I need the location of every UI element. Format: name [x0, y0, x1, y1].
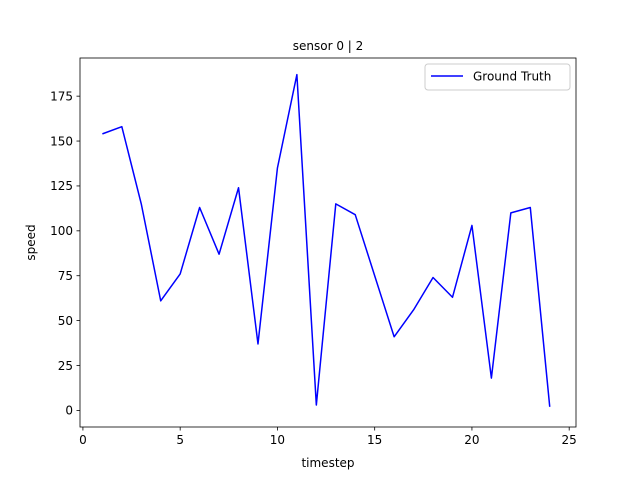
legend-box	[424, 63, 571, 91]
axes-frame	[79, 57, 577, 428]
series-layer	[102, 73, 551, 407]
y-tick-label: 175	[50, 89, 73, 103]
series-line-0	[102, 73, 551, 407]
chart-title: sensor 0 | 2	[293, 39, 364, 53]
x-tick-label: 25	[562, 433, 577, 447]
x-tick-label: 15	[367, 433, 382, 447]
y-tick-label: 0	[65, 404, 73, 418]
y-axis-label: speed	[24, 224, 38, 260]
x-tick-label: 5	[176, 433, 184, 447]
y-tick-label: 150	[50, 134, 73, 148]
y-tick-label: 25	[58, 359, 73, 373]
y-tick-label: 75	[58, 269, 73, 283]
y-tick-label: 125	[50, 179, 73, 193]
legend: Ground Truth	[424, 63, 571, 91]
y-tick-label: 100	[50, 224, 73, 238]
legend-label: Ground Truth	[473, 70, 551, 84]
x-tick-label: 20	[464, 433, 479, 447]
y-tick-label: 50	[58, 314, 73, 328]
x-tick-label: 0	[79, 433, 87, 447]
x-axis-label: timestep	[301, 456, 354, 470]
x-axis-ticks: 0 5 10 15 20 25	[79, 427, 577, 447]
x-tick-label: 10	[270, 433, 285, 447]
y-axis-ticks: 0 25 50 75 100 125 150 175	[50, 89, 80, 418]
